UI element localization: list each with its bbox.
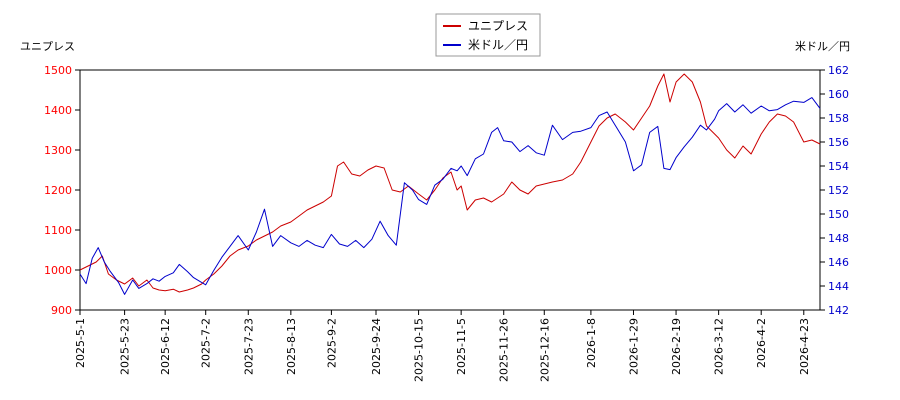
x-tick-label: 2026-2-19 xyxy=(670,318,683,375)
legend-box xyxy=(435,13,541,57)
series-line-unipres xyxy=(79,73,821,293)
x-tick-label: 2025-12-16 xyxy=(538,318,551,382)
right-tick-label: 154 xyxy=(828,160,849,173)
x-axis: 2025-5-1 2025-5-23 2025-6-12 2025-7-2 2025-7… xyxy=(74,310,811,382)
right-axis: 142 144 146 148 150 152 154 156 158 160 162 xyxy=(820,64,849,317)
x-tick-label: 2025-7-23 xyxy=(242,318,255,375)
x-tick-label: 2025-10-15 xyxy=(413,318,426,382)
x-tick-label: 2025-9-2 xyxy=(325,318,338,368)
x-tick-label: 2026-1-8 xyxy=(585,318,598,368)
right-tick-label: 144 xyxy=(828,280,849,293)
left-tick-label: 900 xyxy=(51,304,72,317)
x-tick-label: 2025-11-5 xyxy=(455,318,468,375)
right-tick-label: 150 xyxy=(828,208,849,221)
left-tick-label: 1400 xyxy=(44,104,72,117)
x-tick-label: 2026-1-29 xyxy=(627,318,640,375)
right-tick-label: 142 xyxy=(828,304,849,317)
left-tick-label: 1500 xyxy=(44,64,72,77)
right-tick-label: 146 xyxy=(828,256,849,269)
right-tick-label: 158 xyxy=(828,112,849,125)
x-tick-label: 2026-4-2 xyxy=(755,318,768,368)
right-tick-label: 156 xyxy=(828,136,849,149)
series-layer xyxy=(79,73,821,295)
right-axis-title: 米ドル／円 xyxy=(795,40,850,53)
x-tick-label: 2025-5-1 xyxy=(74,318,87,368)
legend-label-usdjpy: 米ドル／円 xyxy=(468,38,528,52)
x-tick-label: 2025-9-24 xyxy=(370,318,383,375)
legend-label-unipres: ユニプレス xyxy=(468,19,528,33)
x-tick-label: 2025-5-23 xyxy=(119,318,132,375)
x-tick-label: 2025-6-12 xyxy=(159,318,172,375)
x-tick-label: 2026-4-23 xyxy=(798,318,811,375)
right-tick-label: 148 xyxy=(828,232,849,245)
right-tick-label: 160 xyxy=(828,88,849,101)
left-axis: 900 1000 1100 1200 1300 1400 1500 xyxy=(44,64,80,317)
left-tick-label: 1100 xyxy=(44,224,72,237)
legend: ユニプレス 米ドル／円 xyxy=(435,13,541,57)
right-tick-label: 152 xyxy=(828,184,849,197)
left-tick-label: 1300 xyxy=(44,144,72,157)
left-tick-label: 1000 xyxy=(44,264,72,277)
x-tick-label: 2025-8-13 xyxy=(285,318,298,375)
left-tick-label: 1200 xyxy=(44,184,72,197)
series-line-usdjpy xyxy=(79,97,821,295)
left-axis-title: ユニプレス xyxy=(20,40,75,53)
x-tick-label: 2025-7-2 xyxy=(200,318,213,368)
x-tick-label: 2025-11-26 xyxy=(498,318,511,382)
right-tick-label: 162 xyxy=(828,64,849,77)
x-tick-label: 2026-3-12 xyxy=(713,318,726,375)
